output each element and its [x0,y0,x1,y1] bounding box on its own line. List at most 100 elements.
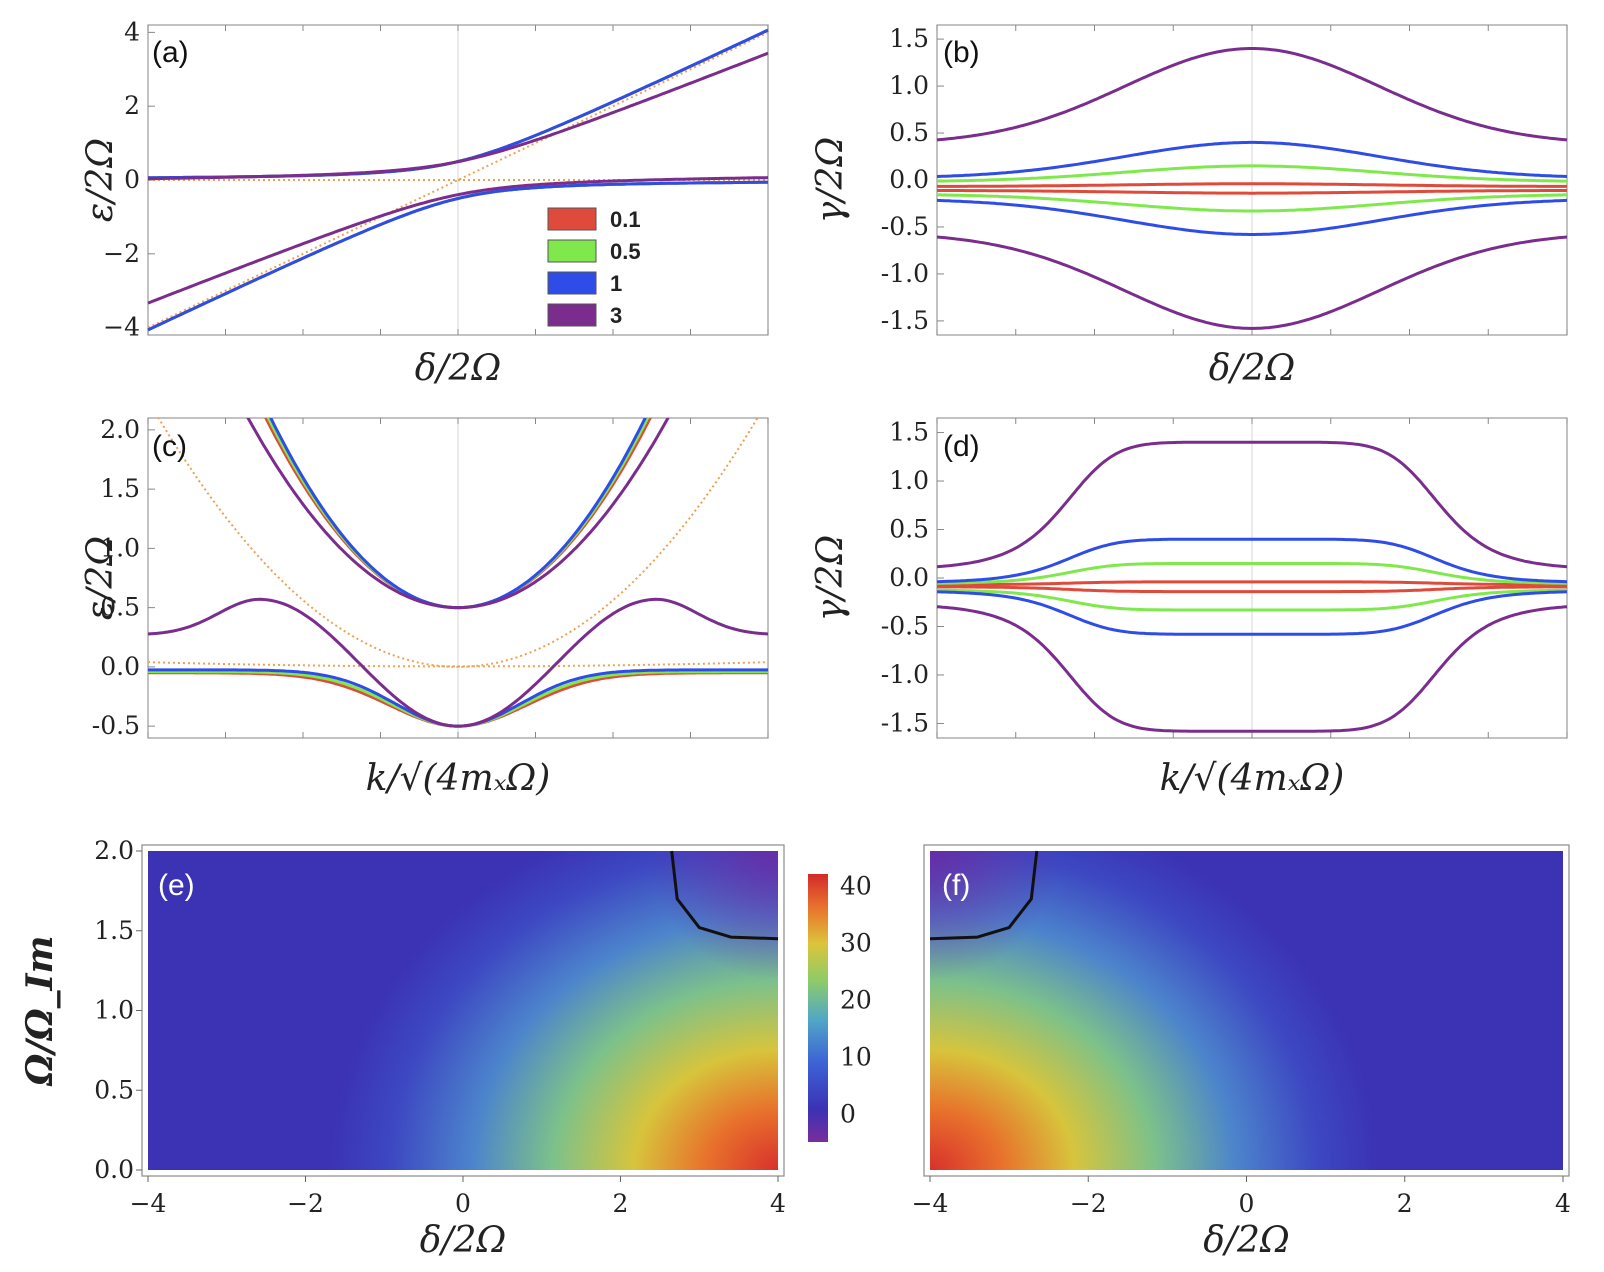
panel-c: -0.5 0.0 0.5 1.0 1.5 2.0 (c) k/√(4mₓΩ) ε/2Ω [80,415,769,799]
panel-label-f: (f) [942,869,970,902]
x-axis-label: k/√(4mₓΩ) [1160,758,1345,799]
x-tick-label: −4 [912,1189,949,1218]
heatmap-purple-region [148,851,778,1170]
colorbar-tick-label: 20 [840,985,872,1014]
series-3-upper- [936,440,1568,569]
y-tick-label: 0.5 [100,593,140,622]
x-tick-label: 2 [1397,1189,1413,1218]
series-1-lower [147,180,768,332]
x-tick-label: −2 [287,1189,324,1218]
legend-swatch [547,239,597,263]
series-3-upper- [936,47,1568,142]
y-tick-label: -1.0 [881,259,929,288]
y-axis-label: ε/2Ω [80,536,121,620]
series-0-5-lower- [937,193,1567,213]
colorbar-tick-label: 40 [840,871,872,900]
series-0-1-upper- [937,580,1567,587]
series-3-lower- [936,605,1568,733]
colorbar: 0 10 20 30 40 [808,871,872,1142]
legend: 0.1 0.5 1 3 [547,207,641,328]
x-tick-label: 4 [1555,1189,1571,1218]
panel-b: -1.5 -1.0 -0.5 0.0 0.5 1.0 1.5 (b) δ/2Ω γ/2Ω [810,24,1568,389]
y-tick-label: 1.0 [94,996,134,1025]
x-axis-label: δ/2Ω [1209,348,1296,389]
series-0-1-upper- [937,182,1567,188]
series-1-upper- [936,140,1568,178]
panel-e: −4 −2 0 2 4 0.0 0.5 1.0 1.5 2.0 (e) δ/2Ω Ω/Ω_Im [19,836,786,1261]
y-tick-label: −2 [103,239,140,268]
heatmap-purple-region [930,851,1563,1170]
series-1-upper- [936,537,1568,584]
x-axis-label: δ/2Ω [420,1220,507,1261]
x-tick-label: 0 [1239,1189,1255,1218]
series-0-5-lower- [937,588,1567,612]
panel-label-d: (d) [943,430,980,463]
panel-a: −4 −2 0 2 4 (a) 0.1 0.5 1 3 δ/2Ω ε/2Ω [80,17,769,389]
y-tick-label: -0.5 [881,611,929,640]
y-tick-label: 1.5 [100,474,140,503]
series-1-lower- [936,198,1568,236]
panel-label-e: (e) [158,869,195,902]
colorbar-tick-label: 30 [840,928,872,957]
series-0-5-upper- [937,164,1567,183]
x-axis-label: k/√(4mₓΩ) [366,758,551,799]
y-tick-label: 0.0 [94,1155,134,1184]
legend-label: 0.1 [610,207,641,232]
y-tick-label: 0 [124,165,140,194]
x-tick-label: −4 [130,1189,167,1218]
series-0-5-upper- [936,562,1568,585]
series-3-upper [246,418,670,610]
legend-swatch [547,207,597,231]
panel-label-b: (b) [943,36,980,69]
y-axis-label: γ/2Ω [810,137,851,223]
y-tick-label: 2.0 [94,836,134,865]
y-tick-label: 1.5 [94,916,134,945]
plot-area [148,418,768,728]
y-tick-label: -0.5 [92,711,140,740]
y-axis-label: γ/2Ω [810,535,851,621]
y-tick-label: 0.0 [889,165,929,194]
panel-label-c: (c) [152,430,187,463]
panel-f: −4 −2 0 2 4 (f) δ/2Ω [912,844,1571,1261]
panels: −4 −2 0 2 4 (a) 0.1 0.5 1 3 δ/2Ω ε/2Ω -1.5 -1.0 -0.5 0.… [19,17,1571,1261]
x-tick-label: 2 [613,1189,629,1218]
y-tick-label: -0.5 [881,212,929,241]
x-axis-label: δ/2Ω [1203,1220,1290,1261]
colorbar-tick-label: 10 [840,1042,872,1071]
y-tick-label: 0.5 [94,1075,134,1104]
y-tick-label: 0.0 [889,563,929,592]
x-tick-label: −2 [1070,1189,1107,1218]
boundary-curve [929,850,1039,941]
y-tick-label: 1.0 [889,71,929,100]
legend-swatch [547,303,597,327]
series-3-upper [148,51,769,181]
y-tick-label: 1.0 [100,533,140,562]
y-tick-label: 0.0 [100,652,140,681]
y-tick-label: -1.0 [881,660,929,689]
y-tick-label: 1.5 [889,418,929,447]
y-tick-label: -1.5 [881,306,929,335]
x-tick-label: 0 [455,1189,471,1218]
y-tick-label: 1.5 [889,24,929,53]
y-tick-label: 2 [124,91,140,120]
x-tick-label: 4 [770,1189,786,1218]
series-1-lower- [936,590,1568,636]
y-axis-label: ε/2Ω [80,138,121,222]
y-tick-label: 4 [124,17,140,46]
y-tick-label: 0.5 [889,515,929,544]
series-0-1-lower- [937,189,1567,195]
boundary-curve [670,850,779,941]
legend-label: 1 [610,271,622,296]
legend-swatch [547,271,597,295]
y-tick-label: −4 [103,313,140,342]
series-0-1-lower- [937,585,1567,594]
y-tick-label: -1.5 [881,708,929,737]
panel-d: -1.5 -1.0 -0.5 0.0 0.5 1.0 1.5 (d) k/√(4mₓΩ) γ/2Ω [810,417,1568,799]
series-3-lower [148,597,768,728]
series-3-lower- [936,235,1568,330]
legend-label: 3 [610,303,622,328]
y-tick-label: 1.0 [889,466,929,495]
colorbar-tick-label: 0 [840,1099,856,1128]
y-tick-label: 2.0 [100,415,140,444]
legend-label: 0.5 [610,239,641,264]
